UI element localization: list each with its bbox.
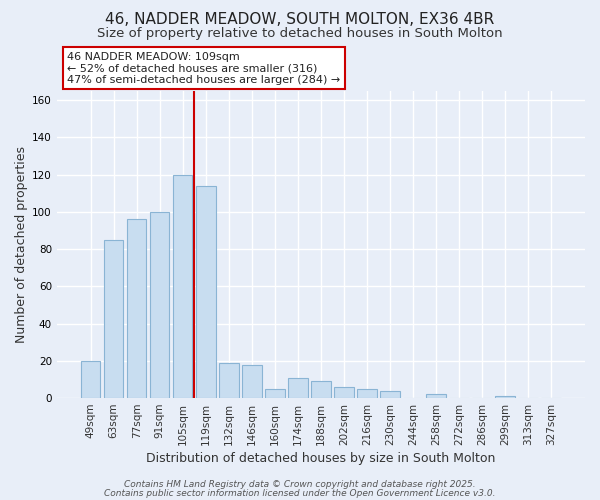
Bar xyxy=(496,396,515,398)
Bar xyxy=(219,362,239,398)
Bar xyxy=(242,364,262,398)
Bar xyxy=(173,174,193,398)
Bar xyxy=(150,212,169,398)
Bar xyxy=(104,240,124,398)
Text: Size of property relative to detached houses in South Molton: Size of property relative to detached ho… xyxy=(97,28,503,40)
Y-axis label: Number of detached properties: Number of detached properties xyxy=(15,146,28,343)
Bar xyxy=(311,382,331,398)
X-axis label: Distribution of detached houses by size in South Molton: Distribution of detached houses by size … xyxy=(146,452,496,465)
Text: 46, NADDER MEADOW, SOUTH MOLTON, EX36 4BR: 46, NADDER MEADOW, SOUTH MOLTON, EX36 4B… xyxy=(106,12,494,28)
Bar xyxy=(334,387,354,398)
Bar xyxy=(196,186,215,398)
Bar xyxy=(380,390,400,398)
Bar xyxy=(127,220,146,398)
Bar xyxy=(265,389,284,398)
Bar xyxy=(288,378,308,398)
Bar xyxy=(357,389,377,398)
Text: Contains HM Land Registry data © Crown copyright and database right 2025.: Contains HM Land Registry data © Crown c… xyxy=(124,480,476,489)
Bar xyxy=(81,361,100,398)
Text: 46 NADDER MEADOW: 109sqm
← 52% of detached houses are smaller (316)
47% of semi-: 46 NADDER MEADOW: 109sqm ← 52% of detach… xyxy=(67,52,341,85)
Text: Contains public sector information licensed under the Open Government Licence v3: Contains public sector information licen… xyxy=(104,488,496,498)
Bar xyxy=(426,394,446,398)
